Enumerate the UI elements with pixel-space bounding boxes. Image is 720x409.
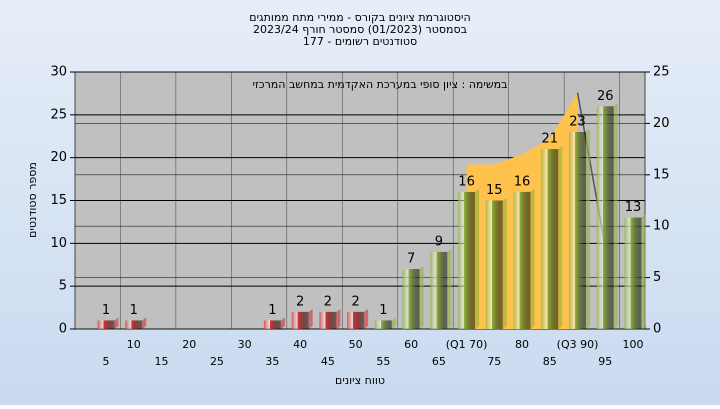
- bar: [319, 311, 337, 329]
- bar-side: [419, 266, 424, 329]
- y2-tick-label: 10: [653, 219, 670, 234]
- bar-side: [558, 146, 563, 329]
- bar-side: [641, 214, 646, 329]
- x-tick-label: 15: [154, 355, 168, 368]
- value-label: 1: [102, 303, 110, 318]
- value-label: 1: [268, 303, 276, 318]
- bar: [347, 311, 365, 329]
- y-tick-label: 5: [59, 279, 67, 294]
- value-label: 1: [379, 303, 387, 318]
- chart-title: היסטוגרמת ציונים בקורס - ממירי מתח ממותג…: [249, 11, 470, 24]
- y2-tick-label: 5: [653, 270, 661, 285]
- value-label: 15: [486, 183, 503, 198]
- bar-side: [114, 317, 119, 329]
- x-tick-label: 35: [265, 355, 279, 368]
- bar: [125, 320, 143, 329]
- x-tick-label: 80: [515, 338, 529, 351]
- annotation: במשימה : ציון סופי במערכת האקדמית במחשב …: [253, 78, 508, 91]
- bar: [263, 320, 281, 329]
- value-label: 2: [324, 294, 332, 309]
- y-axis-label: מספר סטודנטים: [26, 162, 39, 238]
- bar: [485, 200, 503, 329]
- x-tick-label: 25: [210, 355, 224, 368]
- y-tick-label: 25: [50, 107, 67, 122]
- value-label: 23: [569, 114, 586, 129]
- bar-side: [475, 188, 480, 329]
- x-tick-label: 40: [293, 338, 307, 351]
- x-tick-label: 45: [321, 355, 335, 368]
- value-label: 9: [435, 234, 443, 249]
- y2-tick-label: 25: [653, 65, 670, 80]
- x-tick-label: 50: [349, 338, 363, 351]
- chart-subtitle: סטודנטים רשומים - 177: [303, 35, 417, 48]
- x-tick-label: 85: [543, 355, 557, 368]
- value-label: 2: [351, 294, 359, 309]
- x-tick-label: 55: [376, 355, 390, 368]
- x-tick-label: 60: [404, 338, 418, 351]
- bar: [541, 149, 559, 329]
- x-tick-label: 95: [598, 355, 612, 368]
- y-tick-label: 30: [50, 65, 67, 80]
- bar-side: [391, 317, 396, 329]
- value-label: 16: [458, 174, 475, 189]
- value-label: 1: [130, 303, 138, 318]
- value-label: 7: [407, 252, 415, 267]
- chart-subtitle: בסמסטר (01/2023) סמסטר חורף 2023/24: [253, 23, 467, 36]
- y2-tick-label: 0: [653, 322, 661, 337]
- value-label: 21: [542, 132, 559, 147]
- bar: [291, 311, 309, 329]
- y-tick-label: 0: [59, 322, 67, 337]
- bar: [569, 131, 587, 329]
- bar: [402, 269, 420, 329]
- x-tick-label: 30: [238, 338, 252, 351]
- value-label: 2: [296, 294, 304, 309]
- bar-side: [447, 248, 452, 329]
- value-label: 16: [514, 174, 531, 189]
- x-tick-label: 5: [103, 355, 110, 368]
- bar: [374, 320, 392, 329]
- y2-tick-label: 15: [653, 167, 670, 182]
- bar: [97, 320, 115, 329]
- x-tick-label: 75: [487, 355, 501, 368]
- bar-side: [308, 308, 313, 329]
- bar: [596, 106, 614, 330]
- bar: [430, 251, 448, 329]
- bar-side: [280, 317, 285, 329]
- bar-side: [502, 197, 507, 329]
- value-label: 13: [625, 200, 642, 215]
- bar-side: [364, 308, 369, 329]
- y2-tick-label: 20: [653, 116, 670, 131]
- bar: [458, 191, 476, 329]
- x-tick-label: 65: [432, 355, 446, 368]
- y-tick-label: 10: [50, 236, 67, 251]
- bar: [513, 191, 531, 329]
- bar-side: [142, 317, 147, 329]
- bar-side: [336, 308, 341, 329]
- x-tick-label: 100: [623, 338, 644, 351]
- y-tick-label: 20: [50, 150, 67, 165]
- value-label: 26: [597, 89, 614, 104]
- bar: [624, 217, 642, 329]
- x-axis-label: טווח ציונים: [335, 374, 385, 387]
- y-tick-label: 15: [50, 193, 67, 208]
- bar-side: [586, 128, 591, 329]
- x-tick-label: (Q3 90): [557, 338, 599, 351]
- x-tick-label: 10: [127, 338, 141, 351]
- x-tick-label: 20: [182, 338, 196, 351]
- bar-side: [613, 103, 618, 330]
- x-tick-label: (Q1 70): [446, 338, 488, 351]
- bar-side: [530, 188, 535, 329]
